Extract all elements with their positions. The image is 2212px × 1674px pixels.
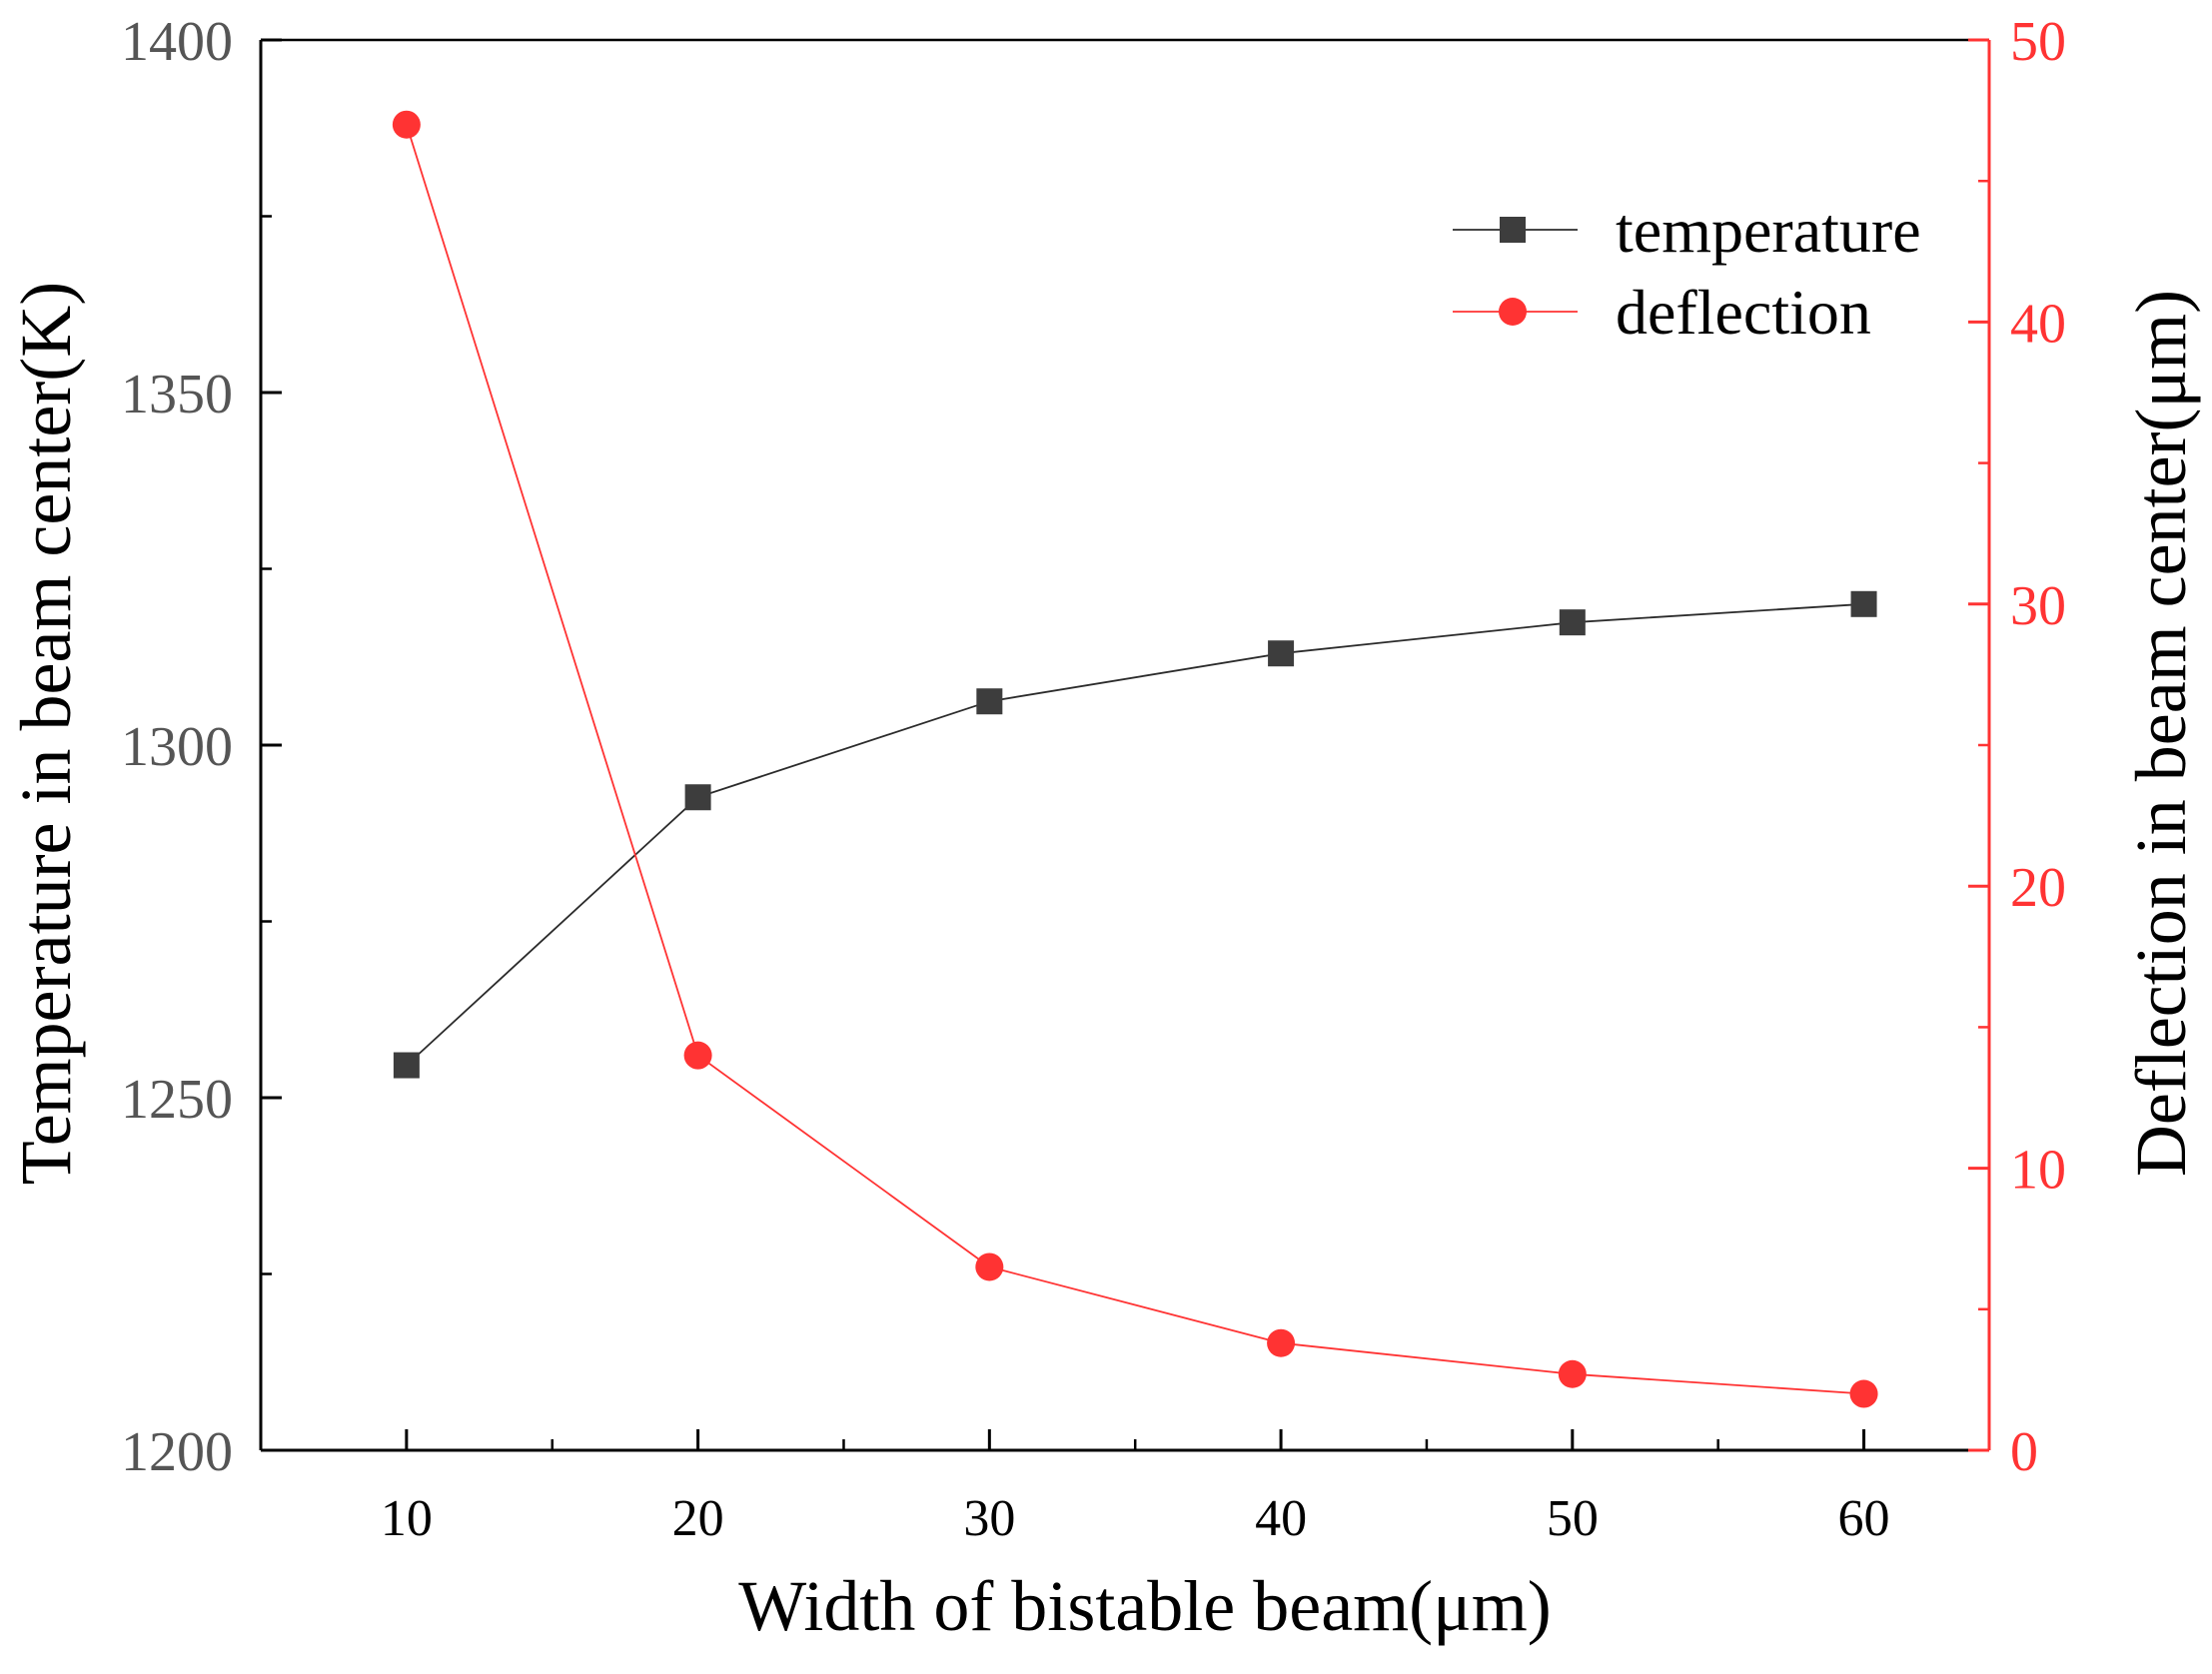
series-lines [406, 124, 1864, 1395]
deflection-point [683, 1041, 712, 1070]
deflection-point [1849, 1379, 1878, 1408]
temperature-point [976, 688, 1003, 715]
x-tick-label: 10 [381, 1490, 433, 1547]
series-markers [392, 110, 1878, 1408]
legend: temperature deflection [1453, 195, 1921, 348]
deflection-point [975, 1253, 1004, 1281]
right-y-tick-label: 20 [2010, 857, 2066, 919]
right-y-tick-label: 10 [2010, 1140, 2066, 1202]
temperature-point [684, 784, 711, 811]
legend-item-deflection: deflection [1453, 277, 1871, 348]
x-tick-label: 40 [1255, 1490, 1307, 1547]
deflection-point [392, 110, 421, 139]
left-y-tick-label: 1200 [121, 1421, 233, 1483]
right-y-tick-label: 40 [2010, 293, 2066, 355]
axis-tick-labels: 10 20 30 40 50 60 1200 1250 1300 1350 1400 0 10 20 30 4… [121, 11, 2066, 1547]
right-y-axis-title: Deflection in beam center(μm) [2121, 290, 2201, 1177]
left-y-tick-label: 1300 [121, 716, 233, 778]
legend-item-temperature: temperature [1453, 195, 1921, 266]
right-y-tick-label: 50 [2010, 11, 2066, 73]
temperature-point [1850, 590, 1877, 617]
right-y-tick-label: 30 [2010, 575, 2066, 637]
left-y-tick-label: 1400 [121, 11, 233, 73]
legend-label-deflection: deflection [1616, 277, 1871, 348]
temperature-series-line [406, 602, 1864, 1067]
temperature-point [393, 1052, 420, 1079]
x-tick-label: 20 [672, 1490, 724, 1547]
left-y-tick-label: 1350 [121, 364, 233, 425]
axis-ticks [261, 38, 1989, 1452]
left-y-tick-label: 1250 [121, 1069, 233, 1131]
temperature-point [1268, 640, 1295, 667]
x-tick-label: 60 [1838, 1490, 1890, 1547]
legend-circle-marker [1499, 298, 1527, 326]
deflection-point [1267, 1328, 1296, 1357]
x-axis-title: Width of bistable beam(μm) [738, 1566, 1551, 1646]
right-y-tick-label: 0 [2010, 1421, 2038, 1483]
x-tick-label: 30 [963, 1490, 1015, 1547]
legend-label-temperature: temperature [1616, 195, 1921, 266]
temperature-point [1559, 609, 1586, 636]
x-tick-label: 50 [1547, 1490, 1599, 1547]
deflection-series-line [406, 124, 1864, 1395]
deflection-point [1558, 1359, 1587, 1388]
left-y-axis-title: Temperature in beam center(K) [6, 282, 86, 1185]
legend-square-marker [1500, 217, 1526, 243]
